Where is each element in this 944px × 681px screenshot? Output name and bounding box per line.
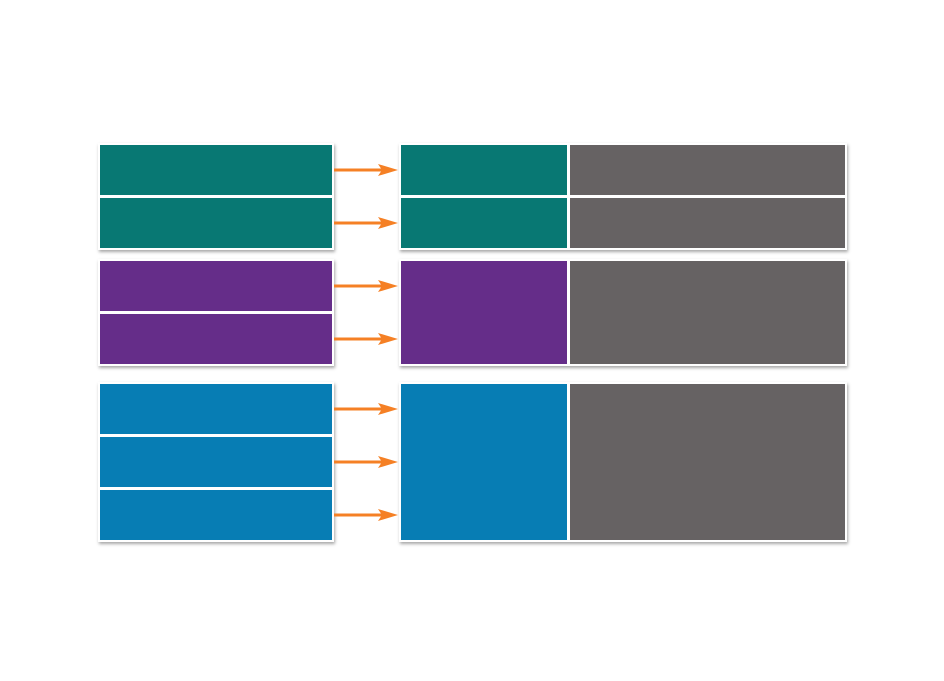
target-key-cell [401, 261, 567, 364]
target-key-cell [401, 384, 567, 540]
arrow-icon [334, 217, 398, 229]
source-cell [100, 261, 332, 311]
target-value-cell [570, 145, 845, 195]
source-cell [100, 314, 332, 364]
source-cell [100, 384, 332, 434]
target-key-cell [401, 145, 567, 195]
arrow-icon [334, 164, 398, 176]
target-value-cell [570, 384, 845, 540]
target-value-cell [570, 261, 845, 364]
source-cell [100, 490, 332, 540]
source-cell [100, 198, 332, 248]
source-cell [100, 437, 332, 487]
arrow-icon [334, 456, 398, 468]
source-cell [100, 145, 332, 195]
arrow-icon [334, 333, 398, 345]
target-key-cell [401, 198, 567, 248]
arrow-icon [334, 403, 398, 415]
arrow-icon [334, 280, 398, 292]
arrow-icon [334, 509, 398, 521]
target-value-cell [570, 198, 845, 248]
